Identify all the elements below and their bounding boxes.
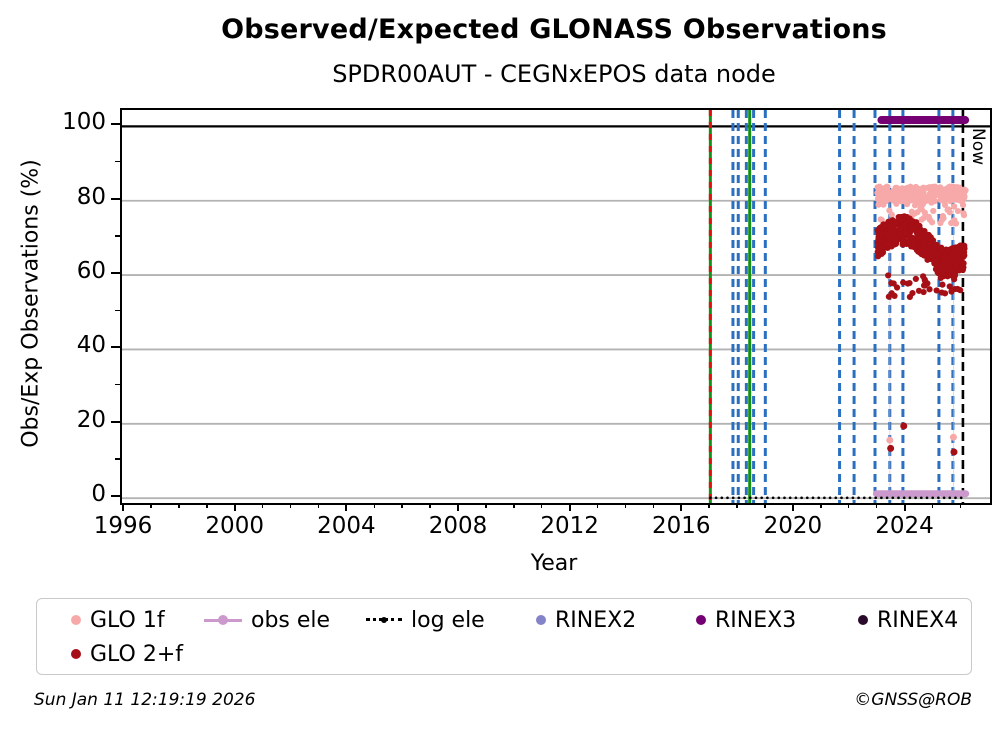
y-tick-label: 80	[76, 183, 106, 210]
y-minor-tick	[115, 383, 120, 386]
x-tick	[791, 503, 794, 511]
x-tick	[122, 503, 125, 511]
y-tick-label: 100	[62, 109, 106, 136]
legend-label: obs ele	[251, 607, 331, 633]
x-minor-tick	[624, 503, 627, 508]
legend-label: RINEX2	[555, 607, 637, 633]
x-minor-tick	[875, 503, 878, 508]
legend: GLO 1f obs ele log ele RINEX2 RINEX3 RIN…	[36, 598, 972, 675]
x-minor-tick	[959, 503, 962, 508]
x-minor-tick	[317, 503, 320, 508]
x-minor-tick	[596, 503, 599, 508]
legend-item-glo-1f: GLO 1f	[71, 605, 165, 635]
y-tick-label: 20	[76, 406, 106, 433]
legend-item-obs-ele: obs ele	[204, 605, 330, 635]
x-minor-tick	[652, 503, 655, 508]
x-tick-label: 2004	[317, 513, 376, 539]
copyright-credit: ©GNSS@ROB	[854, 690, 972, 710]
legend-label: RINEX4	[877, 607, 959, 633]
x-tick-label: 2000	[205, 513, 264, 539]
x-tick	[345, 503, 348, 511]
x-minor-tick	[261, 503, 264, 508]
y-tick	[111, 495, 120, 498]
legend-label: log ele	[411, 607, 485, 633]
x-minor-tick	[540, 503, 543, 508]
legend-item-rinex4: RINEX4	[858, 605, 958, 635]
y-minor-tick	[115, 458, 120, 460]
y-tick	[111, 197, 120, 200]
x-tick-label: 2024	[875, 513, 934, 539]
rinex4-marker-icon	[858, 615, 868, 625]
log-ele-marker-icon	[366, 615, 402, 625]
x-minor-tick	[847, 503, 850, 508]
y-tick	[111, 123, 120, 126]
y-tick	[111, 272, 120, 275]
x-minor-tick	[401, 503, 403, 508]
x-tick-label: 2020	[763, 513, 823, 539]
x-minor-tick	[764, 503, 766, 508]
y-minor-tick	[115, 235, 120, 237]
x-minor-tick	[373, 503, 375, 508]
y-minor-tick	[115, 160, 120, 163]
x-minor-tick	[736, 503, 738, 508]
x-tick	[568, 503, 571, 511]
chart-canvas	[122, 110, 990, 503]
x-tick-label: 1996	[93, 513, 153, 539]
x-tick-label: 2008	[428, 513, 488, 539]
y-minor-tick	[115, 309, 120, 311]
x-minor-tick	[429, 503, 431, 508]
legend-label: GLO 2+f	[90, 641, 184, 667]
obs-ele-marker-icon	[204, 615, 242, 625]
y-tick-label: 40	[76, 332, 106, 359]
rinex2-marker-icon	[536, 615, 546, 625]
x-minor-tick	[708, 503, 710, 508]
glo-2f-marker-icon	[71, 649, 81, 659]
now-label: Now	[968, 128, 988, 166]
x-tick	[233, 503, 236, 511]
x-minor-tick	[289, 503, 292, 508]
x-minor-tick	[150, 503, 152, 508]
chart-title: Observed/Expected GLONASS Observations	[221, 14, 887, 45]
x-tick	[903, 503, 906, 511]
legend-label: RINEX3	[715, 607, 797, 633]
x-axis-title: Year	[530, 551, 578, 576]
x-minor-tick	[820, 503, 822, 508]
plot-area: Now	[120, 108, 992, 505]
y-tick-label: 0	[91, 481, 106, 508]
y-axis-title: Obs/Exp Observations (%)	[18, 159, 44, 448]
chart-subtitle: SPDR00AUT - CEGNxEPOS data node	[332, 60, 776, 88]
x-minor-tick	[206, 503, 208, 508]
rinex3-marker-icon	[696, 615, 706, 625]
x-minor-tick	[178, 503, 180, 508]
legend-item-log-ele: log ele	[366, 605, 485, 635]
y-tick	[111, 420, 120, 423]
x-minor-tick	[513, 503, 515, 508]
x-tick	[680, 503, 683, 511]
y-tick	[111, 346, 120, 349]
y-tick-label: 60	[76, 258, 106, 285]
legend-item-rinex3: RINEX3	[696, 605, 796, 635]
x-minor-tick	[485, 503, 487, 508]
legend-item-rinex2: RINEX2	[536, 605, 636, 635]
x-tick-label: 2012	[540, 513, 599, 539]
legend-item-glo-2f: GLO 2+f	[71, 639, 183, 669]
x-minor-tick	[931, 503, 934, 508]
legend-label: GLO 1f	[90, 607, 165, 633]
glo-1f-marker-icon	[71, 615, 81, 625]
x-tick	[456, 503, 459, 511]
x-tick-label: 2016	[651, 513, 711, 539]
plot-timestamp: Sun Jan 11 12:19:19 2026	[34, 690, 256, 710]
